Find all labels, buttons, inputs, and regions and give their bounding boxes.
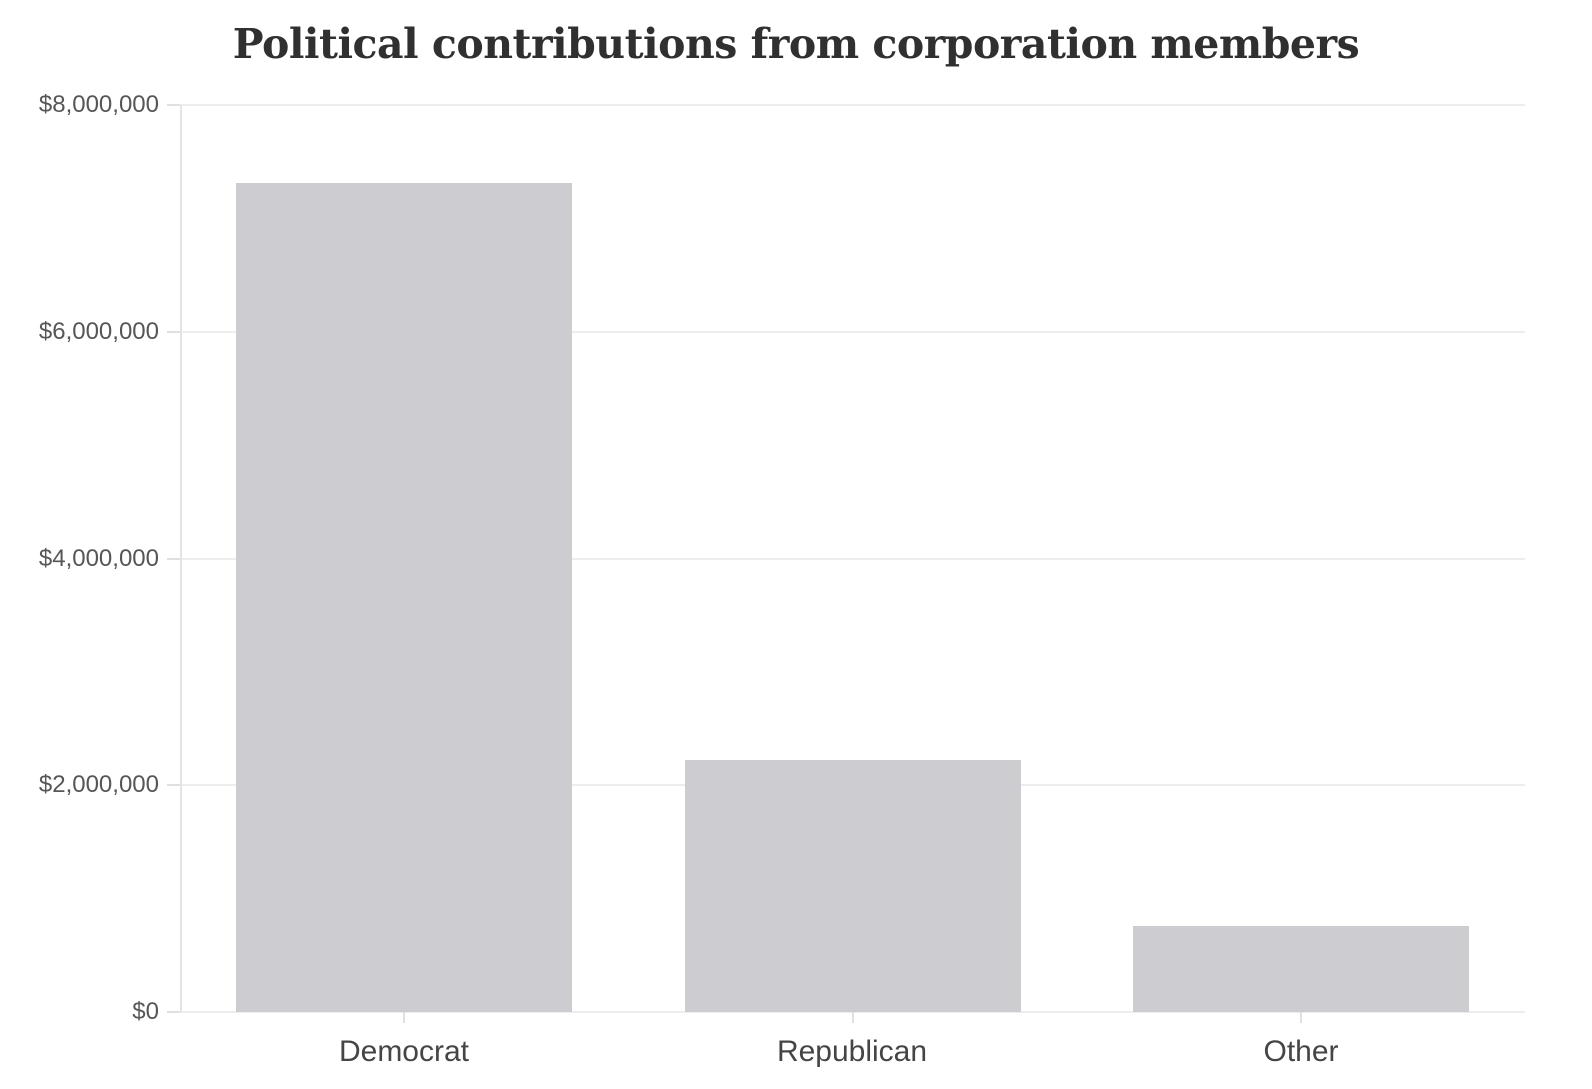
y-tick-label-0: $0 — [132, 998, 159, 1025]
chart-title: Political contributions from corporation… — [232, 20, 1360, 68]
x-axis-tick-other — [1300, 1012, 1302, 1023]
x-axis-tick-republican — [852, 1012, 854, 1023]
y-axis-tick-6000000 — [167, 330, 180, 333]
y-axis-tick-8000000 — [167, 104, 180, 106]
x-axis-tick-democrat — [403, 1012, 405, 1023]
y-tick-label-4000000: $4,000,000 — [38, 544, 159, 572]
bar-democrat — [236, 183, 572, 1012]
y-tick-label-8000000: $8,000,000 — [38, 91, 159, 118]
gridline-8000000 — [180, 104, 1525, 106]
gridline-6000000 — [180, 330, 1525, 333]
y-axis-tick-4000000 — [167, 557, 180, 560]
y-tick-label-2000000: $2,000,000 — [38, 771, 159, 799]
x-tick-label-democrat: Democrat — [338, 1035, 470, 1068]
bar-republican — [685, 760, 1021, 1012]
y-tick-label-6000000: $6,000,000 — [38, 317, 159, 345]
bar-other — [1133, 926, 1469, 1012]
gridline-4000000 — [180, 557, 1525, 560]
x-tick-label-other: Other — [1263, 1035, 1339, 1068]
y-axis-tick-0 — [167, 1011, 180, 1013]
y-axis-line — [180, 105, 182, 1012]
y-axis-tick-2000000 — [167, 784, 180, 787]
x-tick-label-republican: Republican — [776, 1035, 928, 1068]
